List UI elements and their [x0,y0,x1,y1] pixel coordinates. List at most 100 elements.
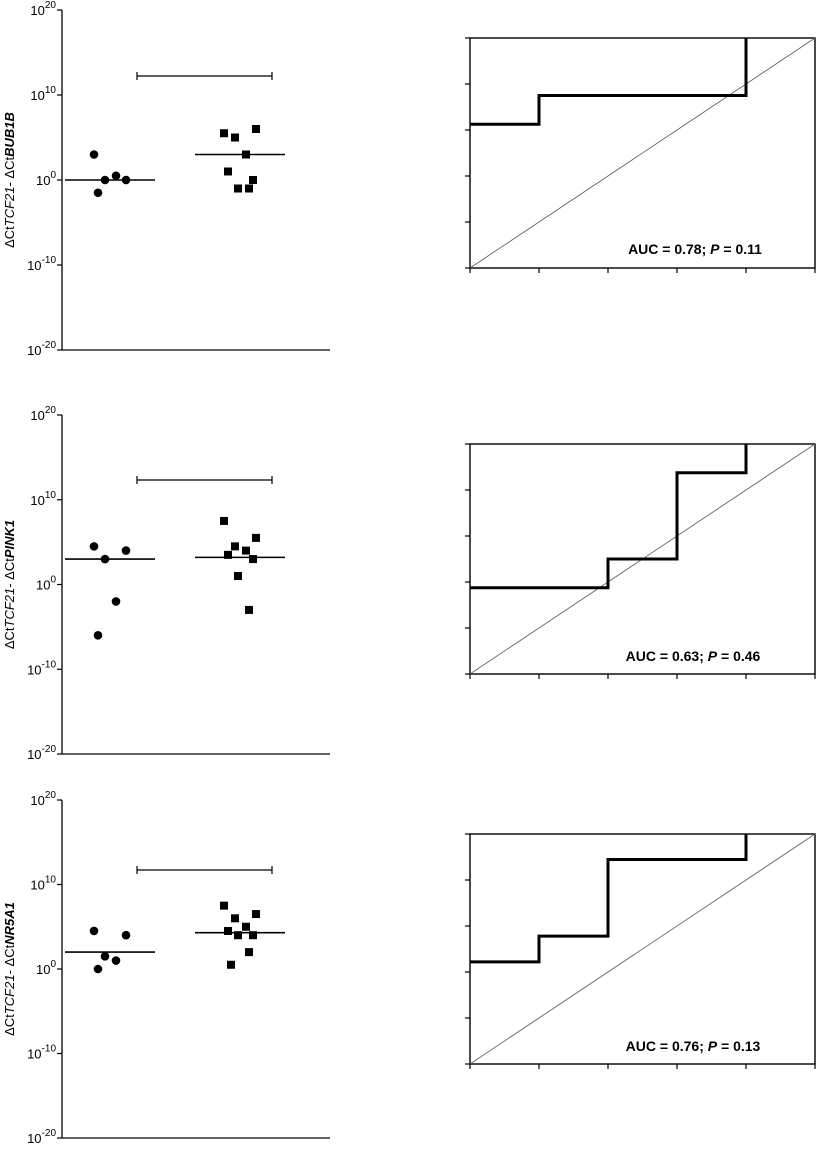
y-tick-label: 10-10 [27,255,56,273]
p-letter: P [708,1038,718,1054]
p-letter: P [708,648,718,664]
data-point-acc [249,176,257,184]
y-axis-label: ΔCtTCF21- ΔCtBUB1B [2,112,17,248]
y-tick-base: 10 [36,578,50,593]
ylabel-ct: Ct [2,1014,17,1027]
data-point-aca [121,175,131,185]
auc-value: AUC = 0.78; [628,241,710,257]
y-tick-exponent: 20 [45,405,57,416]
y-tick-base: 10 [27,747,41,762]
y-tick-label: 100 [36,575,56,593]
ylabel-separator: - [2,580,17,588]
data-point-acc [252,533,260,542]
data-point-acc [245,184,253,193]
data-point-aca [121,546,131,555]
data-point-acc [252,125,260,133]
y-axis-label: ΔCtTCF21- ΔCtPINK1 [2,520,17,649]
roc-curve [470,834,748,964]
data-point-acc [242,922,250,931]
ylabel-separator: - [2,179,17,187]
y-tick-label: 10-10 [27,659,56,677]
y-tick-label: 10-20 [27,1128,56,1146]
y-tick-label: 10-20 [27,744,56,762]
y-tick-exponent: 10 [45,875,57,886]
y-tick-label: 10-10 [27,1044,56,1062]
auc-annotation: AUC = 0.63; P = 0.46 [626,648,761,664]
data-point-acc [220,901,228,910]
data-point-acc [220,516,228,525]
y-tick-base: 10 [27,343,41,358]
p-value: = 0.11 [720,241,763,257]
y-tick-label: 1010 [30,875,56,893]
y-tick-base: 10 [30,493,44,508]
data-point-aca [89,926,99,936]
ylabel-ct: Ct [2,558,17,571]
ylabel-ct: Ct [2,627,17,640]
roc-curve [470,444,748,590]
y-tick-exponent: -10 [42,255,57,266]
roc-panel-f: AUC = 0.76; P = 0.13 [465,833,816,1069]
ylabel-gene2: NR5A1 [2,902,17,945]
ylabel-gene1: TCF21 [2,974,17,1014]
ylabel-delta: Δ [2,957,17,966]
ylabel-delta: Δ [2,571,17,580]
data-point-aca [111,171,121,181]
data-point-acc [252,910,260,919]
data-point-acc [245,605,253,614]
data-point-aca [93,964,103,974]
data-point-acc [249,931,257,940]
ylabel-delta: Δ [2,640,17,649]
plot-frame [469,443,816,675]
y-tick-label: 1010 [30,85,56,103]
y-tick-exponent: 20 [45,0,57,11]
auc-annotation: AUC = 0.78; P = 0.11 [628,241,762,257]
y-tick-exponent: 0 [50,575,56,586]
y-tick-base: 10 [27,662,41,677]
data-point-acc [242,150,250,159]
auc-value: AUC = 0.76; [626,1038,708,1054]
roc-panel-d: AUC = 0.63; P = 0.46 [465,443,816,679]
p-letter: P [710,241,720,257]
ylabel-ct: Ct [2,156,17,169]
y-tick-exponent: 10 [45,85,57,96]
ylabel-delta: Δ [2,1027,17,1036]
y-tick-exponent: -20 [42,744,57,755]
data-point-aca [100,175,110,185]
ylabel-separator: - [2,966,17,974]
y-tick-base: 10 [27,258,41,273]
data-point-acc [249,555,257,564]
data-point-aca [111,956,121,965]
y-tick-base: 10 [30,408,44,423]
y-tick-label: 1020 [30,405,56,423]
ylabel-gene2: PINK1 [2,520,17,558]
ylabel-gene1: TCF21 [2,187,17,227]
plot-frame [469,833,816,1065]
data-point-aca [111,597,121,606]
data-point-acc [231,133,239,142]
y-tick-exponent: 20 [45,790,57,801]
y-tick-label: 1020 [30,0,56,18]
ylabel-gene1: TCF21 [2,588,17,628]
ylabel-ct: Ct [2,226,17,239]
ylabel-delta: Δ [2,170,17,179]
data-point-acc [234,184,242,193]
y-tick-exponent: 0 [50,959,56,970]
auc-value: AUC = 0.63; [626,648,708,664]
y-axis-label: ΔCtTCF21- ΔCtNR5A1 [2,902,17,1036]
y-tick-label: 100 [36,959,56,977]
y-tick-label: 1010 [30,490,56,508]
y-tick-label: 1020 [30,790,56,808]
data-point-acc [234,931,242,940]
y-tick-exponent: -10 [42,1044,57,1055]
data-point-acc [234,572,242,581]
data-point-acc [224,167,232,176]
data-point-aca [89,542,99,551]
reference-diagonal [469,37,816,269]
y-tick-base: 10 [36,173,50,188]
reference-diagonal [469,833,816,1065]
data-point-acc [245,948,253,957]
p-value: = 0.46 [717,648,760,664]
data-point-aca [100,554,110,564]
